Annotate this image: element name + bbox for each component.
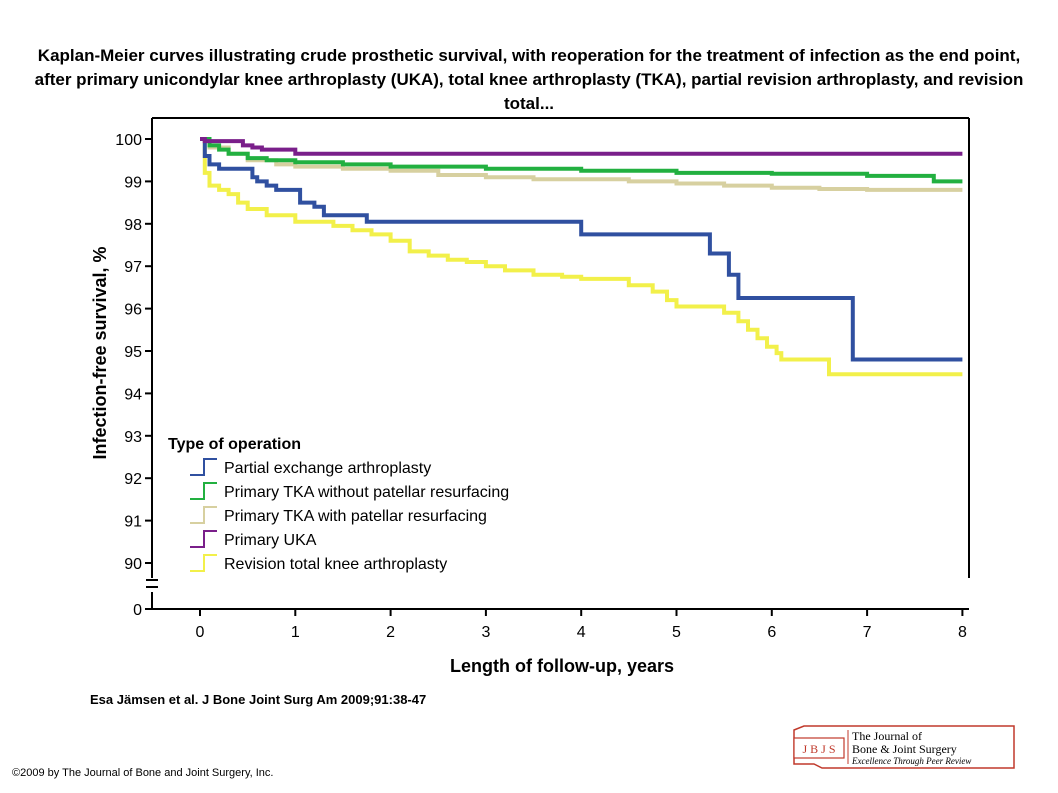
y-tick-label: 98: [124, 217, 142, 234]
slide-title: Kaplan-Meier curves illustrating crude p…: [34, 46, 1024, 113]
citation: Esa Jämsen et al. J Bone Joint Surg Am 2…: [90, 692, 427, 707]
legend-swatch-2: [190, 506, 217, 524]
y-tick-label: 100: [115, 132, 142, 149]
x-tick-label: 4: [577, 624, 586, 641]
x-tick-label: 3: [481, 624, 490, 641]
y-tick-label: 93: [124, 429, 142, 446]
legend-swatch-1: [190, 482, 217, 500]
legend-swatch-4: [190, 554, 217, 572]
logo-line1: The Journal of: [852, 729, 922, 743]
y-tick-label: 91: [124, 514, 142, 531]
x-tick-label: 8: [958, 624, 967, 641]
copyright-notice: ©2009 by The Journal of Bone and Joint S…: [12, 767, 274, 779]
series-line-1: [200, 137, 963, 184]
x-tick-label: 7: [863, 624, 872, 641]
y-tick-label: 96: [124, 302, 142, 319]
legend-label-0: Partial exchange arthroplasty: [224, 460, 431, 477]
legend-swatch-0: [190, 458, 217, 476]
y-tick-label: 0: [133, 602, 142, 619]
y-axis-title: Infection-free survival, %: [90, 246, 110, 459]
legend-title: Type of operation: [168, 436, 301, 453]
logo-abbrev: J B J S: [802, 742, 835, 756]
x-tick-label: 5: [672, 624, 681, 641]
x-tick-label: 1: [291, 624, 300, 641]
series-line-0: [200, 137, 963, 362]
y-tick-label: 97: [124, 259, 142, 276]
series-line-3: [200, 137, 963, 156]
x-tick-label: 0: [196, 624, 205, 641]
y-tick-label: 90: [124, 556, 142, 573]
legend-swatch-3: [190, 530, 217, 548]
chart-axes: 100 99 98 97 96 95 94 93 92 91 90 0 0 1 2 3 4 5 6 7 8 Length …: [90, 117, 970, 676]
legend-label-1: Primary TKA without patellar resurfacing: [224, 484, 509, 501]
legend-label-2: Primary TKA with patellar resurfacing: [224, 508, 487, 525]
x-tick-label: 2: [386, 624, 395, 641]
legend-label-3: Primary UKA: [224, 532, 317, 549]
y-tick-label: 99: [124, 174, 142, 191]
x-axis-title: Length of follow-up, years: [450, 656, 674, 676]
logo-tagline: Excellence Through Peer Review: [851, 756, 971, 766]
y-tick-label: 94: [124, 386, 142, 403]
series-line-2: [200, 137, 963, 192]
x-tick-label: 6: [767, 624, 776, 641]
y-tick-label: 92: [124, 471, 142, 488]
logo-line2: Bone & Joint Surgery: [852, 742, 957, 756]
jbjs-logo: J B J S The Journal of Bone & Joint Surg…: [793, 725, 1015, 769]
legend: Type of operation Partial exchange arthro…: [168, 436, 509, 573]
series-line-4: [200, 137, 963, 377]
legend-label-4: Revision total knee arthroplasty: [224, 556, 447, 573]
series-lines: [200, 137, 963, 377]
y-tick-label: 95: [124, 344, 142, 361]
